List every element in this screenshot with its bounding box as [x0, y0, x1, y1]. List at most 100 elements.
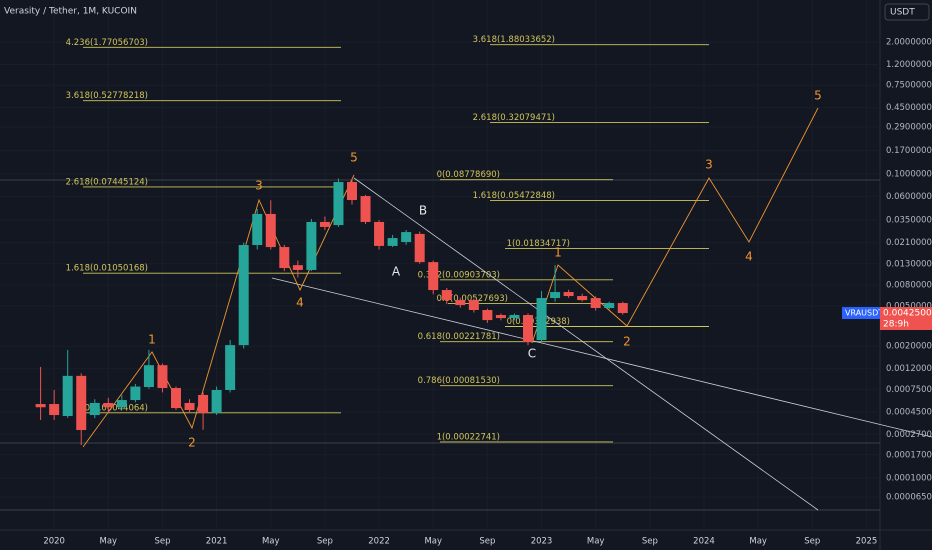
candle-body: [468, 300, 479, 311]
candle-body: [184, 402, 195, 410]
candle-body: [523, 315, 533, 343]
wave-label: 5: [814, 89, 822, 103]
x-tick-label: Sep: [479, 537, 495, 547]
candle-body: [103, 402, 114, 408]
fib-label: 3.618(0.52778218): [66, 91, 148, 101]
candle-body: [509, 315, 520, 319]
last-price: 0.00425000: [883, 309, 932, 319]
symbol-tag: [842, 307, 880, 319]
fib-label: 1(0.01834717): [507, 239, 570, 249]
trend-line: [353, 177, 819, 511]
candle-body: [441, 290, 452, 301]
candle-body: [143, 365, 154, 388]
candle-body: [590, 298, 601, 309]
candle-body: [49, 404, 60, 416]
fib-label: 4.236(1.77056703): [66, 38, 148, 48]
candle-body: [604, 303, 615, 309]
candle-body: [238, 245, 249, 346]
candle-body: [428, 262, 439, 291]
x-tick-label: 2022: [368, 537, 390, 547]
wave-label: 3: [705, 158, 713, 172]
candle-body: [374, 221, 385, 246]
currency-button[interactable]: [884, 3, 930, 21]
currency[interactable]: USDT: [890, 8, 915, 18]
candle-body: [306, 221, 317, 270]
x-tick-label: Sep: [317, 537, 333, 547]
candle-body: [198, 394, 209, 413]
fib-label: 0.618(0.00221781): [418, 332, 500, 342]
x-tick-label: Sep: [642, 537, 658, 547]
candle-body: [171, 388, 181, 409]
wave-path: [531, 107, 819, 344]
chart-title: Verasity / Tether, 1M, KUCOIN: [4, 7, 137, 17]
candle-body: [89, 402, 100, 416]
candle-body: [401, 232, 412, 243]
candle-body: [76, 375, 87, 431]
candle-body: [252, 213, 263, 246]
candle-body: [211, 389, 222, 413]
candle-body: [536, 298, 547, 341]
candle-body: [292, 265, 303, 270]
x-tick-label: May: [749, 537, 767, 547]
fib-label: 0.5(0.00527693): [436, 294, 508, 304]
candle-body: [347, 182, 357, 201]
candle-body: [225, 345, 236, 390]
correction-label: A: [392, 265, 401, 279]
x-tick-label: Sep: [804, 537, 820, 547]
fib-label: 2.618(0.07445124): [66, 177, 148, 187]
candle-body: [577, 296, 588, 301]
correction-label: B: [419, 204, 427, 218]
candle-body: [563, 292, 574, 297]
candle-body: [414, 233, 425, 263]
symbol: VRAUSDT: [845, 309, 883, 318]
candle-body: [333, 182, 344, 226]
fib-label: 1.618(0.01050168): [66, 264, 148, 274]
x-tick-label: May: [587, 537, 605, 547]
wave-label: 3: [255, 179, 263, 193]
wave-label: 1: [148, 333, 156, 347]
wave-label: 5: [350, 151, 358, 165]
x-tick-label: 2020: [43, 537, 65, 547]
x-tick-label: May: [424, 537, 442, 547]
trend-line: [271, 277, 932, 438]
fib-label: 0(0.00044064): [85, 403, 148, 413]
fib-label: 1.618(0.05472848): [473, 191, 555, 201]
candle-body: [482, 310, 493, 321]
fib-label: 1(0.00022741): [437, 432, 500, 442]
x-tick-label: 2023: [531, 537, 553, 547]
candle-body: [157, 365, 168, 389]
x-tick-label: Sep: [154, 537, 170, 547]
candle-body: [387, 238, 398, 246]
candle-body: [495, 315, 506, 319]
wave-label: 1: [554, 246, 562, 260]
candle-body: [360, 196, 371, 222]
correction-label: C: [528, 347, 536, 361]
x-tick-label: May: [262, 537, 280, 547]
wave-label: 2: [623, 335, 631, 349]
wave-label: 2: [188, 436, 196, 450]
fib-label: 0.382(0.00903703): [418, 270, 500, 280]
candle-body: [35, 404, 46, 408]
candle-body: [550, 292, 561, 299]
candle-body: [617, 303, 628, 314]
countdown: 28:9h: [883, 320, 909, 330]
fib-label: 2.618(0.32079471): [473, 113, 555, 123]
y-tick-label: 2.00000000: [886, 37, 932, 47]
candle-body: [279, 247, 290, 269]
fib-label: 0(0.08778690): [437, 170, 500, 180]
